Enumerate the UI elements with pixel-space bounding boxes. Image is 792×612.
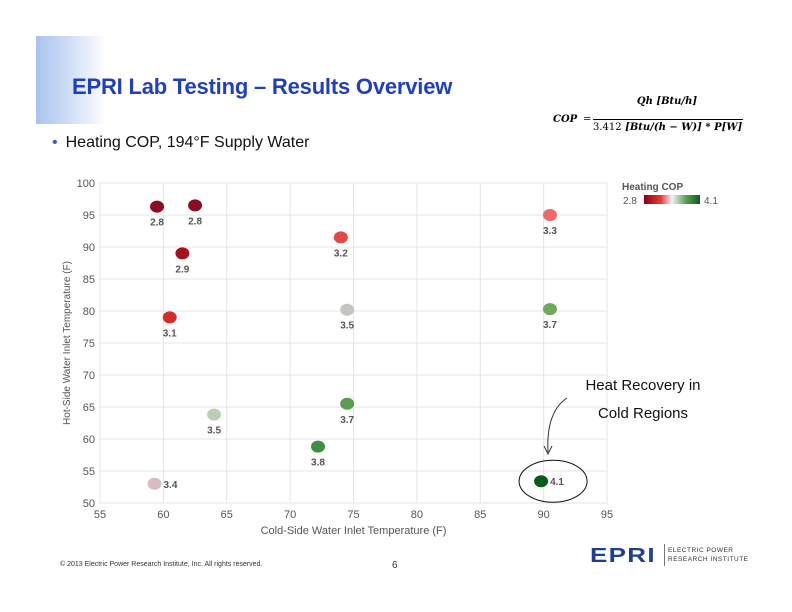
cop-formula: COP = Qh [Btu/h] 3.412 [Btu/(h − W)] * P… xyxy=(553,96,763,152)
x-axis-label: Cold-Side Water Inlet Temperature (F) xyxy=(261,525,447,537)
y-tick-label: 95 xyxy=(83,210,95,222)
x-tick-label: 85 xyxy=(474,509,486,521)
data-label: 3.7 xyxy=(543,320,557,331)
highlight-ellipse xyxy=(518,459,588,503)
y-tick-label: 85 xyxy=(83,274,95,286)
y-tick-label: 70 xyxy=(83,370,95,382)
annotation-arrow xyxy=(547,397,568,453)
formula-lhs: COP xyxy=(553,114,578,125)
data-point xyxy=(534,475,549,488)
data-point xyxy=(542,303,557,316)
data-point xyxy=(147,477,162,490)
x-tick-label: 90 xyxy=(538,509,550,521)
logo-mark: EPRI xyxy=(590,544,656,566)
data-point xyxy=(340,397,355,410)
data-point xyxy=(175,247,190,260)
y-tick-label: 90 xyxy=(83,242,95,254)
legend-min-label: 2.8 xyxy=(623,196,637,207)
data-point xyxy=(311,440,326,453)
data-label: 2.8 xyxy=(150,218,164,229)
data-point xyxy=(542,209,557,221)
formula-fraction-bar xyxy=(593,119,743,120)
data-point xyxy=(150,200,165,213)
legend-title: Heating COP xyxy=(622,182,683,193)
bullet-text: Heating COP, 194°F Supply Water xyxy=(65,134,310,151)
data-label: 2.9 xyxy=(175,264,189,275)
x-tick-label: 75 xyxy=(347,509,359,521)
annotation-line-2: Cold Regions xyxy=(597,405,689,422)
formula-denominator-const: 3.412 xyxy=(593,122,622,133)
legend-color-bar xyxy=(644,195,700,204)
x-tick-label: 60 xyxy=(157,509,169,521)
data-label: 3.2 xyxy=(334,248,348,259)
formula-numerator: Qh [Btu/h] xyxy=(636,96,698,107)
data-label: 3.3 xyxy=(543,226,557,237)
x-tick-label: 80 xyxy=(411,509,423,521)
data-point xyxy=(162,311,177,324)
y-axis-label: Hot-Side Water Inlet Temperature (F) xyxy=(62,261,73,425)
data-point xyxy=(333,231,348,244)
data-label: 4.1 xyxy=(550,477,564,488)
y-tick-label: 50 xyxy=(83,498,95,510)
y-tick-label: 80 xyxy=(83,306,95,318)
data-label: 3.7 xyxy=(340,415,354,426)
legend-max-label: 4.1 xyxy=(704,196,718,207)
formula-denominator-rest: [Btu/(h − W)] * P[W] xyxy=(625,122,743,133)
epri-logo: EPRI xyxy=(590,544,665,566)
y-tick-label: 65 xyxy=(83,402,95,414)
data-label: 2.8 xyxy=(188,216,202,227)
data-point xyxy=(207,408,222,421)
y-tick-label: 100 xyxy=(77,178,95,190)
logo-text: ELECTRIC POWER RESEARCH INSTITUTE xyxy=(668,546,749,564)
bullet-item: • Heating COP, 194°F Supply Water xyxy=(52,134,309,152)
formula-equals: = xyxy=(583,114,592,125)
data-label: 3.1 xyxy=(163,328,177,339)
y-tick-label: 60 xyxy=(83,434,95,446)
x-tick-label: 95 xyxy=(601,509,613,521)
data-point xyxy=(188,199,203,212)
data-label: 3.4 xyxy=(164,480,178,491)
x-tick-label: 70 xyxy=(284,509,296,521)
data-label: 3.5 xyxy=(207,426,221,437)
logo-line-1: ELECTRIC POWER xyxy=(668,547,734,554)
page-number: 6 xyxy=(392,560,398,571)
data-label: 3.5 xyxy=(340,321,354,332)
y-tick-label: 55 xyxy=(83,466,95,478)
copyright-footer: © 2013 Electric Power Research Institute… xyxy=(60,561,263,568)
data-point xyxy=(340,303,355,316)
x-tick-label: 65 xyxy=(221,509,233,521)
logo-line-2: RESEARCH INSTITUTE xyxy=(668,556,749,563)
annotation-text: Heat Recovery in Cold Regions xyxy=(568,372,718,428)
formula-denominator: 3.412 [Btu/(h − W)] * P[W] xyxy=(593,122,753,133)
y-tick-label: 75 xyxy=(83,338,95,350)
bullet-dot-icon: • xyxy=(52,134,58,151)
annotation-line-1: Heat Recovery in xyxy=(585,377,701,394)
data-label: 3.8 xyxy=(311,458,325,469)
slide-title: EPRI Lab Testing – Results Overview xyxy=(72,74,453,99)
x-tick-label: 55 xyxy=(94,509,106,521)
annotation-arrowhead-icon xyxy=(543,445,553,456)
title-accent-bar xyxy=(36,36,106,124)
